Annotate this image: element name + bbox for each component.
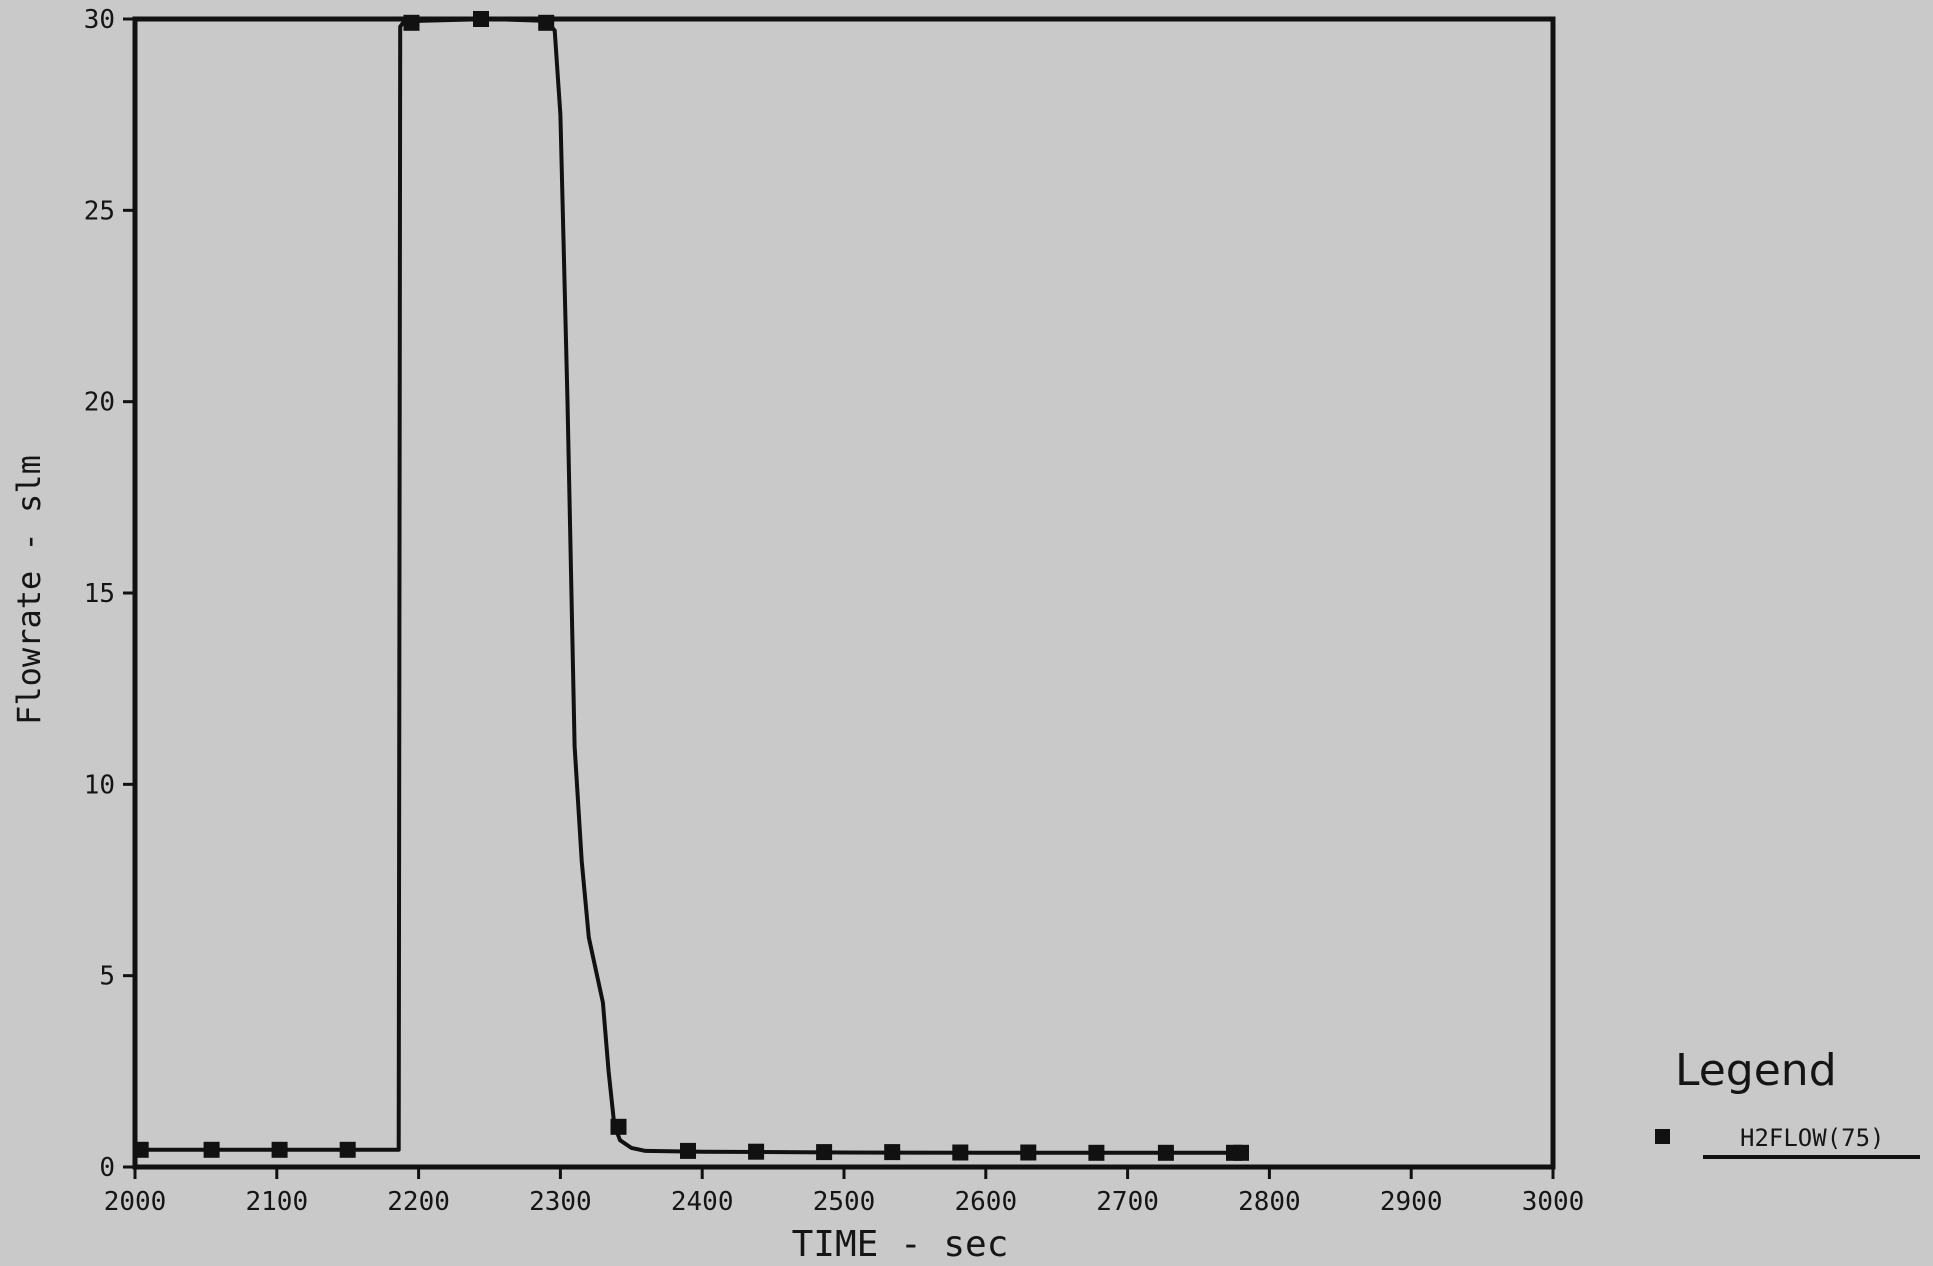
y-tick-label: 5: [99, 962, 115, 992]
y-tick-label: 20: [84, 388, 115, 418]
y-axis-label: Flowrate - slm: [10, 455, 48, 725]
x-tick-label: 2600: [954, 1187, 1017, 1217]
x-axis-ticks: 2000 2100 2200 2300 2400 2500 2600 2700 2800 2900…: [104, 1167, 1585, 1217]
series-layer: [132, 11, 1249, 1161]
plot-frame: [132, 16, 1556, 1170]
x-axis-label: TIME - sec: [792, 1224, 1009, 1265]
data-point-marker: [680, 1142, 696, 1159]
y-tick-label: 15: [84, 579, 115, 609]
data-point-marker: [1157, 1144, 1174, 1161]
x-tick-label: 2300: [529, 1187, 592, 1217]
x-tick-label: 2800: [1238, 1187, 1301, 1217]
legend-title: Legend: [1675, 1045, 1837, 1096]
data-point-marker: [884, 1144, 901, 1161]
x-tick-label: 2500: [813, 1187, 876, 1217]
data-point-marker: [1233, 1144, 1249, 1161]
legend-entry-h2flow: H2FLOW(75): [1740, 1124, 1885, 1152]
y-tick-label: 0: [99, 1153, 115, 1183]
x-tick-label: 2700: [1096, 1187, 1159, 1217]
legend-marker-h2flow: [1655, 1129, 1670, 1144]
y-axis-ticks: 0 5 10 15 20 25 30: [84, 5, 135, 1183]
x-tick-label: 3000: [1522, 1187, 1585, 1217]
data-point-marker: [203, 1141, 220, 1158]
data-point-marker: [538, 14, 555, 31]
data-point-marker: [1020, 1144, 1037, 1161]
x-tick-label: 2200: [387, 1187, 450, 1217]
data-point-marker: [132, 1141, 149, 1158]
x-tick-label: 2000: [104, 1187, 167, 1217]
y-tick-label: 30: [84, 5, 115, 35]
legend: Legend H2FLOW(75): [1655, 1045, 1920, 1159]
data-point-marker: [610, 1118, 627, 1135]
data-point-marker: [473, 11, 489, 27]
x-tick-label: 2400: [671, 1187, 734, 1217]
x-tick-label: 2900: [1380, 1187, 1443, 1217]
data-point-marker: [271, 1141, 288, 1158]
x-tick-label: 2100: [245, 1187, 308, 1217]
data-point-marker: [952, 1144, 969, 1161]
y-tick-label: 10: [84, 770, 115, 800]
data-point-marker: [339, 1141, 356, 1158]
y-tick-label: 25: [84, 196, 115, 226]
data-point-marker: [748, 1143, 765, 1160]
series-line-h2flow: [135, 17, 1244, 1155]
data-point-marker: [403, 14, 420, 31]
data-point-marker: [1088, 1144, 1105, 1161]
data-point-marker: [816, 1144, 833, 1161]
